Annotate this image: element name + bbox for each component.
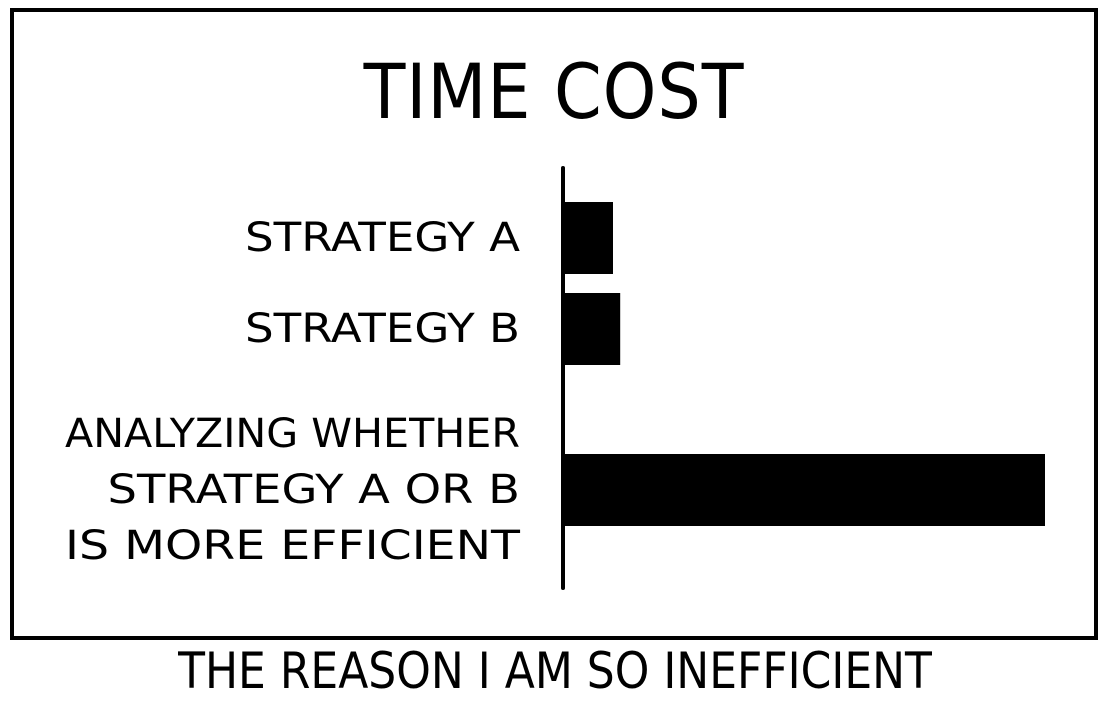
- comic-panel: TIME COST: [10, 8, 1098, 640]
- category-labels-group: STRATEGY A STRATEGY B ANALYZING WHETHER STR…: [65, 215, 521, 569]
- comic-caption: THE REASON I AM SO INEFFICIENT: [178, 642, 932, 700]
- chart-title: TIME COST: [363, 47, 745, 136]
- category-label-2-line-1: STRATEGY B: [245, 306, 520, 352]
- bars-group: [565, 202, 1045, 526]
- category-label-3-line-3: IS MORE EFFICIENT: [65, 523, 521, 569]
- category-label-3-line-1: ANALYZING WHETHER: [65, 411, 520, 457]
- bar-2: [565, 293, 621, 365]
- category-label-1-line-1: STRATEGY A: [245, 215, 521, 261]
- bar-1: [565, 202, 613, 274]
- bar-3: [565, 454, 1045, 526]
- category-label-3-line-2: STRATEGY A OR B: [108, 467, 521, 513]
